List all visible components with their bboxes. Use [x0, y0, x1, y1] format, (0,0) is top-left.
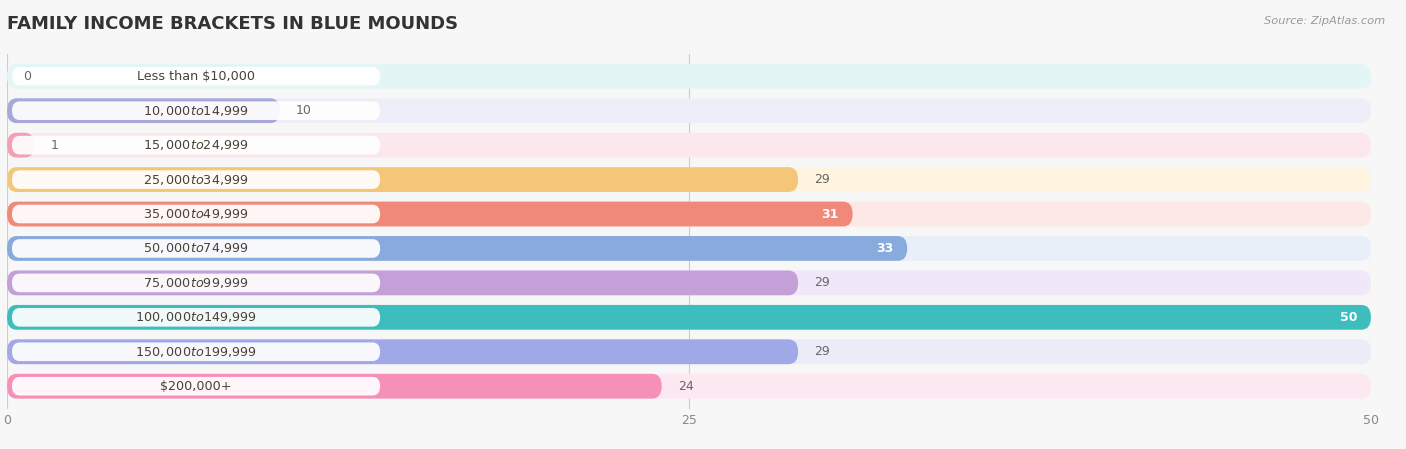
FancyBboxPatch shape	[7, 98, 1371, 123]
FancyBboxPatch shape	[11, 170, 380, 189]
Text: 10: 10	[297, 104, 312, 117]
FancyBboxPatch shape	[11, 273, 380, 292]
Text: $75,000 to $99,999: $75,000 to $99,999	[143, 276, 249, 290]
Text: $25,000 to $34,999: $25,000 to $34,999	[143, 172, 249, 187]
FancyBboxPatch shape	[7, 339, 1371, 364]
Text: 24: 24	[678, 380, 693, 393]
Text: $15,000 to $24,999: $15,000 to $24,999	[143, 138, 249, 152]
FancyBboxPatch shape	[7, 374, 662, 399]
FancyBboxPatch shape	[7, 167, 799, 192]
FancyBboxPatch shape	[7, 64, 1371, 88]
FancyBboxPatch shape	[7, 98, 280, 123]
FancyBboxPatch shape	[11, 67, 380, 86]
Text: 0: 0	[24, 70, 31, 83]
Text: FAMILY INCOME BRACKETS IN BLUE MOUNDS: FAMILY INCOME BRACKETS IN BLUE MOUNDS	[7, 15, 458, 33]
FancyBboxPatch shape	[11, 343, 380, 361]
FancyBboxPatch shape	[7, 167, 1371, 192]
FancyBboxPatch shape	[11, 239, 380, 258]
Text: Source: ZipAtlas.com: Source: ZipAtlas.com	[1264, 16, 1385, 26]
FancyBboxPatch shape	[11, 377, 380, 396]
FancyBboxPatch shape	[11, 205, 380, 223]
Text: 29: 29	[814, 345, 830, 358]
FancyBboxPatch shape	[7, 133, 1371, 158]
FancyBboxPatch shape	[7, 236, 907, 261]
FancyBboxPatch shape	[7, 202, 852, 226]
FancyBboxPatch shape	[11, 308, 380, 326]
FancyBboxPatch shape	[7, 339, 799, 364]
Text: 33: 33	[876, 242, 894, 255]
FancyBboxPatch shape	[11, 136, 380, 154]
Text: $35,000 to $49,999: $35,000 to $49,999	[143, 207, 249, 221]
Text: $10,000 to $14,999: $10,000 to $14,999	[143, 104, 249, 118]
Text: $100,000 to $149,999: $100,000 to $149,999	[135, 310, 257, 324]
FancyBboxPatch shape	[7, 270, 799, 295]
FancyBboxPatch shape	[7, 305, 1371, 330]
FancyBboxPatch shape	[7, 305, 1371, 330]
Text: 31: 31	[821, 207, 839, 220]
Text: $150,000 to $199,999: $150,000 to $199,999	[135, 345, 257, 359]
Text: $50,000 to $74,999: $50,000 to $74,999	[143, 242, 249, 255]
FancyBboxPatch shape	[7, 133, 34, 158]
FancyBboxPatch shape	[7, 236, 1371, 261]
Text: 1: 1	[51, 139, 59, 152]
FancyBboxPatch shape	[7, 270, 1371, 295]
Text: Less than $10,000: Less than $10,000	[136, 70, 254, 83]
FancyBboxPatch shape	[7, 374, 1371, 399]
FancyBboxPatch shape	[11, 101, 380, 120]
Text: 29: 29	[814, 277, 830, 290]
Text: 50: 50	[1340, 311, 1357, 324]
Text: 29: 29	[814, 173, 830, 186]
Text: $200,000+: $200,000+	[160, 380, 232, 393]
FancyBboxPatch shape	[7, 202, 1371, 226]
